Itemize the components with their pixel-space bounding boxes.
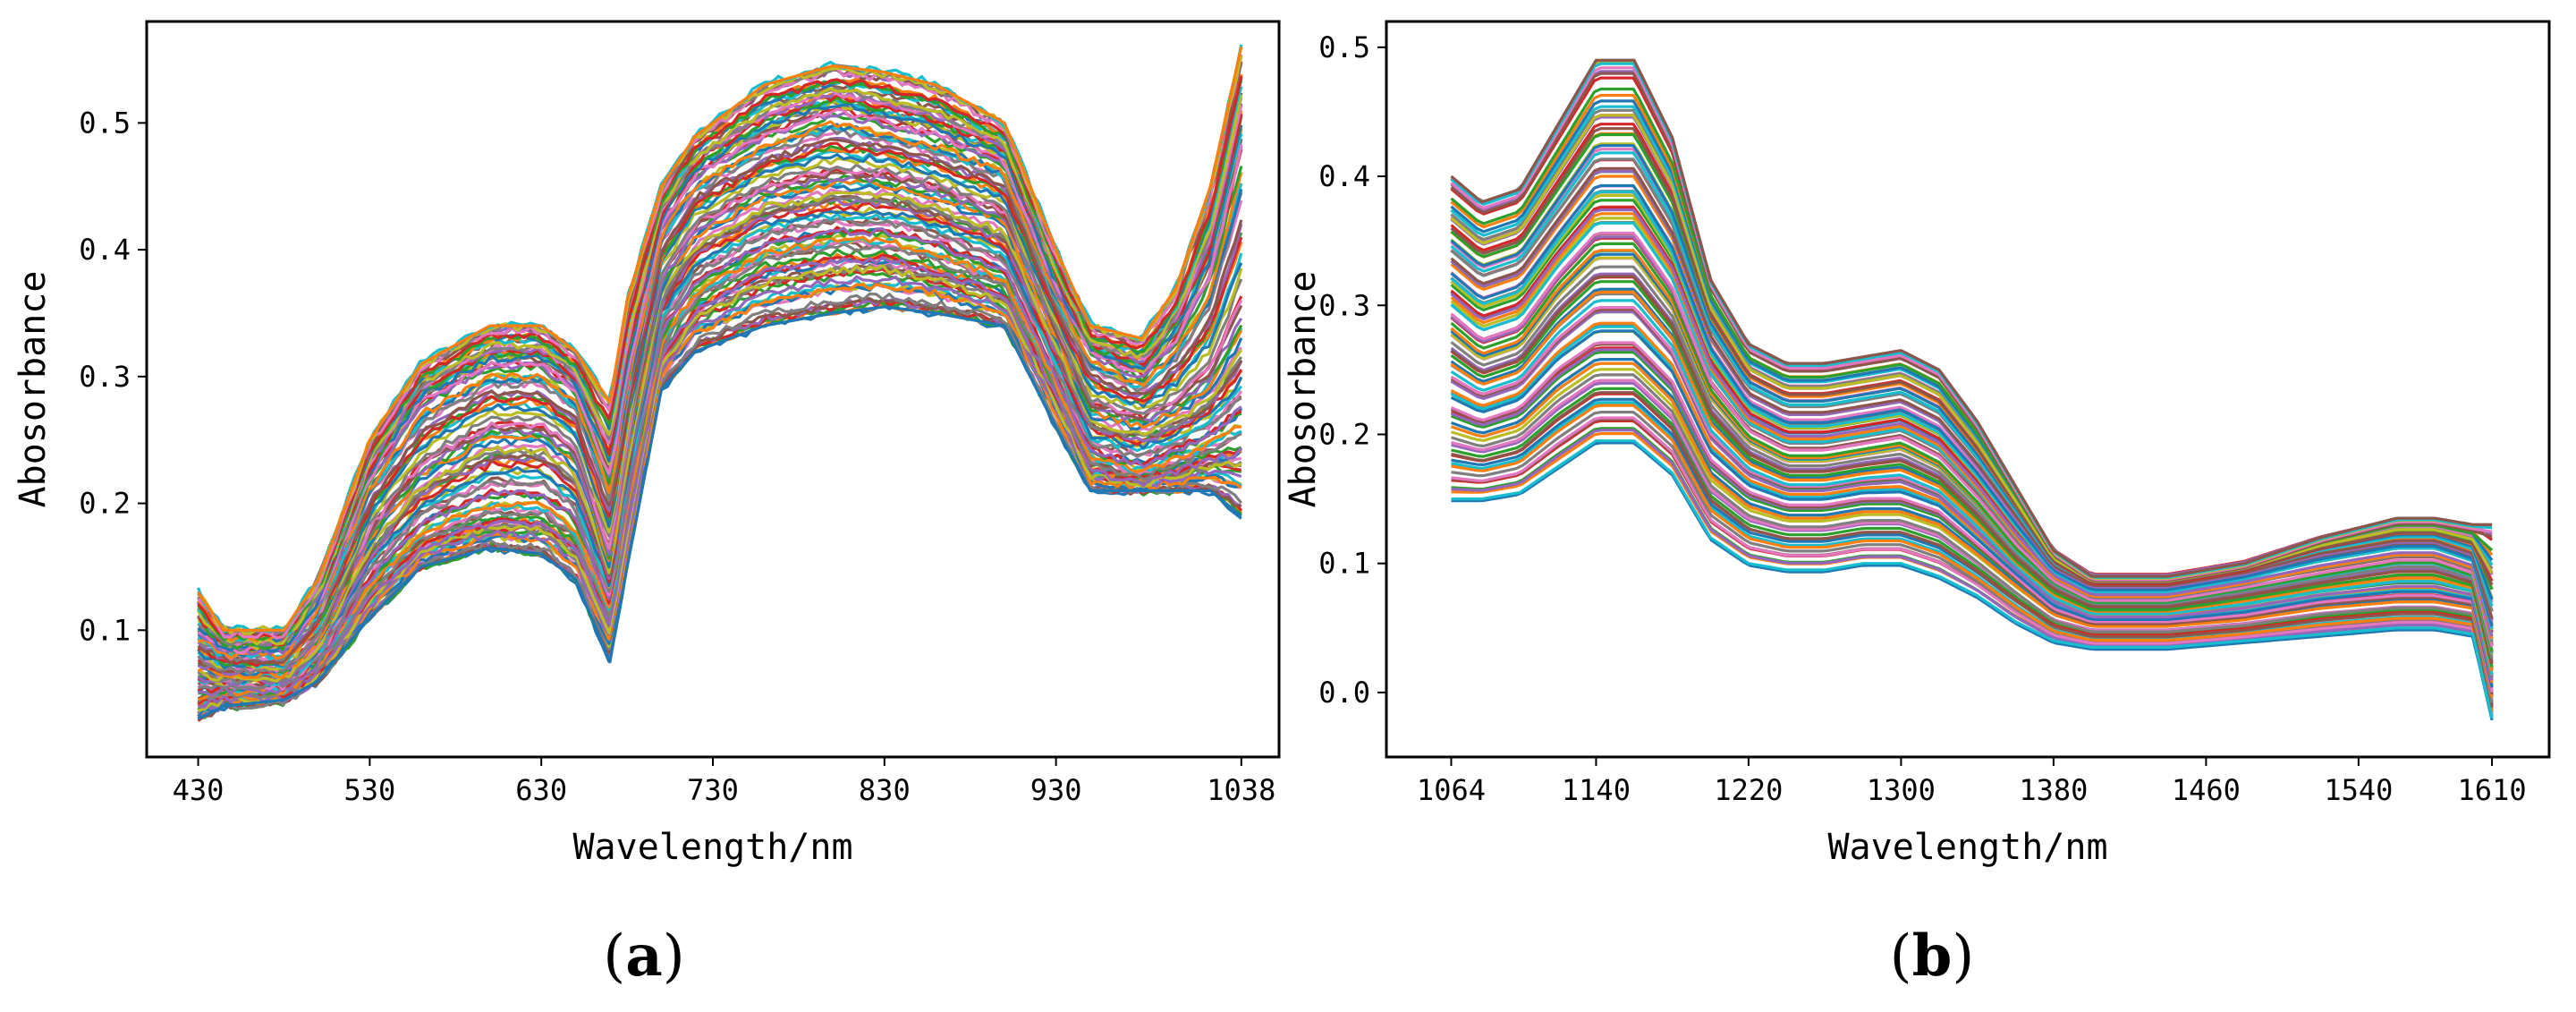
spectrum-line bbox=[198, 235, 1241, 702]
spectrum-line bbox=[197, 102, 1243, 653]
x-tick-label: 730 bbox=[687, 773, 739, 807]
x-tick-label: 1140 bbox=[1562, 773, 1631, 807]
panel-label-b: (b) bbox=[1890, 923, 1975, 990]
spectrum-line bbox=[1451, 387, 2494, 705]
spectrum-line bbox=[197, 163, 1243, 676]
x-tick-label: 1038 bbox=[1207, 773, 1275, 807]
spectrum-line bbox=[1450, 310, 2494, 681]
spectrum-line bbox=[1450, 127, 2494, 586]
spectrum-line bbox=[1450, 361, 2494, 698]
x-tick-label: 1540 bbox=[2324, 773, 2393, 807]
panel-b: 1064 1140 1220 1300 1380 1460 1540 1610 0.0 0.1 0.… bbox=[1283, 20, 2551, 990]
panel-label-a: (a) bbox=[603, 923, 684, 990]
y-tick-label: 0.0 bbox=[1318, 676, 1370, 710]
x-tick-label: 530 bbox=[343, 773, 395, 807]
spectrum-line bbox=[1451, 373, 2494, 703]
x-tick-label: 930 bbox=[1030, 773, 1082, 807]
ticks-a: 430 530 630 730 830 930 1038 0.1 0.2 0.3 0.4 0.5 bbox=[79, 106, 1275, 807]
spectrum-line bbox=[1450, 114, 2494, 583]
spectrum-line bbox=[1450, 299, 2494, 676]
plot-frame-b bbox=[1385, 20, 2551, 759]
spectrum-line bbox=[1451, 441, 2494, 721]
y-tick-label: 0.2 bbox=[1318, 417, 1370, 451]
y-tick-label: 0.5 bbox=[79, 106, 131, 140]
x-tick-label: 430 bbox=[173, 773, 225, 807]
x-tick-label: 1220 bbox=[1714, 773, 1783, 807]
spectrum-line bbox=[198, 263, 1242, 712]
spectrum-line bbox=[1450, 151, 2494, 607]
spectrum-line bbox=[1450, 280, 2494, 668]
y-tick-label: 0.1 bbox=[1318, 547, 1370, 581]
spectrum-line bbox=[1451, 416, 2494, 715]
spectrum-line bbox=[197, 75, 1243, 641]
spectrum-line bbox=[197, 87, 1243, 646]
y-tick-label: 0.5 bbox=[1318, 30, 1370, 64]
spectrum-line bbox=[197, 275, 1242, 714]
y-tick-label: 0.2 bbox=[79, 487, 131, 521]
spectrum-line bbox=[1450, 341, 2494, 693]
spectrum-line bbox=[198, 226, 1242, 697]
spectrum-line-min bbox=[1451, 439, 2494, 719]
x-tick-label: 1380 bbox=[2019, 773, 2088, 807]
y-axis-label-a: Abosorbance bbox=[13, 271, 54, 508]
spectrum-line bbox=[1451, 391, 2494, 709]
panel-label-b-close: ) bbox=[1952, 923, 1974, 990]
panel-label-a-open: ( bbox=[603, 923, 625, 990]
y-tick-label: 0.1 bbox=[79, 613, 131, 647]
spectrum-line bbox=[1450, 358, 2494, 696]
spectrum-line bbox=[1450, 190, 2494, 630]
spectrum-line bbox=[1450, 166, 2494, 619]
spectrum-line-min bbox=[197, 305, 1242, 720]
series-group-b bbox=[1450, 58, 2494, 721]
x-tick-label: 1064 bbox=[1417, 773, 1486, 807]
spectrum-line bbox=[1450, 290, 2494, 672]
spectrum-line-max bbox=[197, 46, 1243, 632]
x-tick-label: 1300 bbox=[1867, 773, 1936, 807]
spectrum-line-max bbox=[1450, 58, 2493, 578]
spectrum-line bbox=[1451, 429, 2494, 717]
spectrum-line bbox=[198, 217, 1242, 691]
spectrum-line bbox=[1450, 212, 2494, 640]
spectrum-line bbox=[1450, 265, 2494, 659]
ticks-b: 1064 1140 1220 1300 1380 1460 1540 1610 0.0 0.1 0.… bbox=[1318, 30, 2526, 807]
spectrum-line bbox=[197, 190, 1243, 683]
panel-label-b-open: ( bbox=[1890, 923, 1912, 990]
panel-label-b-letter: b bbox=[1912, 923, 1953, 990]
y-tick-label: 0.4 bbox=[79, 233, 131, 267]
x-tick-label: 1610 bbox=[2458, 773, 2527, 807]
spectrum-line bbox=[197, 138, 1243, 665]
spectrum-line bbox=[197, 242, 1242, 702]
x-axis-label-b: Wavelength/nm bbox=[1827, 827, 2107, 868]
spectrum-line bbox=[1450, 343, 2494, 695]
spectrum-line bbox=[1450, 329, 2494, 688]
spectrum-line bbox=[1450, 183, 2494, 627]
series-group-a bbox=[197, 44, 1243, 722]
panel-label-a-close: ) bbox=[663, 923, 685, 990]
spectrum-line bbox=[1450, 275, 2494, 664]
x-tick-label: 630 bbox=[515, 773, 567, 807]
spectrum-line bbox=[197, 178, 1243, 680]
spectrum-line bbox=[1450, 242, 2494, 652]
spectrum-line bbox=[1450, 231, 2494, 648]
x-axis-label-a: Wavelength/nm bbox=[572, 827, 852, 868]
panel-a: 430 530 630 730 830 930 1038 0.1 0.2 0.3 0.4 0.5 Wa… bbox=[13, 20, 1281, 990]
spectrum-line bbox=[198, 120, 1243, 660]
y-axis-label-b: Abosorbance bbox=[1283, 271, 1324, 508]
y-tick-label: 0.4 bbox=[1318, 159, 1370, 193]
spectrum-line bbox=[1450, 208, 2494, 637]
x-tick-label: 830 bbox=[859, 773, 911, 807]
y-tick-label: 0.3 bbox=[1318, 288, 1370, 322]
spectrum-line bbox=[198, 256, 1243, 709]
spectrum-line bbox=[1451, 404, 2494, 712]
x-tick-label: 1460 bbox=[2172, 773, 2241, 807]
y-tick-label: 0.3 bbox=[79, 360, 131, 394]
panel-label-a-letter: a bbox=[625, 923, 662, 990]
